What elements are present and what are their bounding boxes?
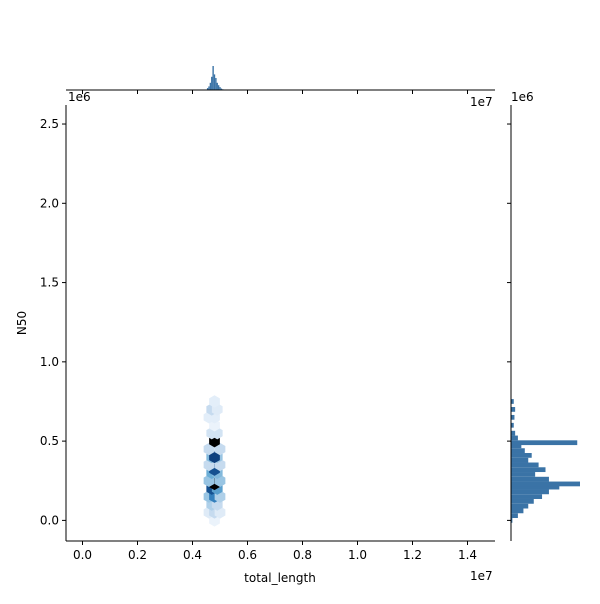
x-tick-label: 1.4 [458, 548, 477, 562]
right-marginal-bar [511, 476, 549, 482]
top-marginal-bars [206, 66, 224, 90]
right-marginal-bar [511, 407, 516, 412]
x-tick-label: 0.2 [128, 548, 147, 562]
y-offset-text: 1e6 [68, 90, 91, 104]
top-marginal-bar [208, 86, 210, 90]
x-tick-label: 0.0 [73, 548, 92, 562]
hexbin-cell [209, 450, 220, 464]
right-marginal-bar [511, 467, 546, 473]
right-marginal-bar [511, 484, 560, 490]
right-marginal-bar [511, 435, 518, 441]
right-marginal-ticks [507, 123, 511, 521]
top-marginal-bar [216, 82, 218, 90]
y-tick-label: 2.0 [40, 196, 59, 210]
main-plot: 0.0 0.2 0.4 0.6 0.8 1.0 1.2 1.4 0.0 0.5 1.0 1.5 2.0… [15, 90, 495, 585]
top-marginal-histogram: 1e7 [66, 66, 495, 109]
top-marginal-bar [211, 76, 213, 90]
top-marginal-bar [219, 87, 221, 90]
hexbin-cell [214, 442, 226, 456]
right-marginal-histogram: 1e6 [507, 90, 580, 541]
hexbin-layer [203, 395, 226, 527]
top-offset-text: 1e7 [470, 95, 493, 109]
x-tick-label: 0.6 [238, 548, 257, 562]
y-axis-ticks: 0.0 0.5 1.0 1.5 2.0 2.5 [40, 117, 66, 527]
x-axis-ticks: 0.0 0.2 0.4 0.6 0.8 1.0 1.2 1.4 [73, 541, 477, 562]
x-axis-label: total_length [244, 571, 316, 585]
x-tick-label: 0.4 [183, 548, 202, 562]
right-marginal-bar [511, 422, 514, 428]
y-tick-label: 1.5 [40, 276, 59, 290]
right-marginal-bar [511, 494, 543, 499]
right-marginal-bar [511, 472, 536, 477]
hexbin-cell [203, 442, 215, 456]
main-plot-background [66, 105, 495, 541]
right-marginal-bar [511, 489, 549, 495]
right-marginal-bar [511, 518, 513, 523]
right-marginal-bar [511, 457, 529, 463]
y-tick-label: 1.0 [40, 355, 59, 369]
right-marginal-bar [511, 508, 524, 514]
right-marginal-bar [511, 503, 529, 509]
y-tick-label: 0.5 [40, 434, 59, 448]
right-marginal-bar [511, 462, 539, 468]
x-tick-label: 0.8 [293, 548, 312, 562]
right-marginal-bar [511, 414, 515, 420]
top-marginal-ticks [82, 90, 468, 94]
right-marginal-bar [511, 440, 578, 446]
right-marginal-bar [511, 430, 516, 436]
x-tick-label: 1.0 [348, 548, 367, 562]
hexbin-cell [209, 395, 220, 408]
right-marginal-bar [511, 443, 522, 449]
top-marginal-bar [212, 66, 214, 90]
right-marginal-bar [511, 513, 518, 519]
right-marginal-bar [511, 399, 514, 404]
y-axis-label: N50 [15, 311, 29, 335]
hexbin-cell [209, 514, 220, 527]
right-marginal-bar [511, 448, 525, 454]
top-marginal-bar [217, 85, 220, 90]
right-marginal-bar [511, 498, 534, 504]
right-marginal-bar [511, 453, 532, 458]
hexbin-cell [209, 419, 220, 432]
y-tick-label: 2.5 [40, 117, 59, 131]
x-tick-label: 1.2 [403, 548, 422, 562]
right-offset-text: 1e6 [511, 90, 534, 104]
top-marginal-bar [209, 82, 212, 90]
top-marginal-bar [215, 78, 217, 90]
top-marginal-bar [220, 88, 223, 90]
top-marginal-bar [213, 74, 216, 90]
top-marginal-bar [206, 88, 209, 90]
right-marginal-bars [511, 399, 580, 523]
right-marginal-bar [511, 481, 580, 487]
x-offset-text: 1e7 [470, 569, 493, 583]
y-tick-label: 0.0 [40, 513, 59, 527]
